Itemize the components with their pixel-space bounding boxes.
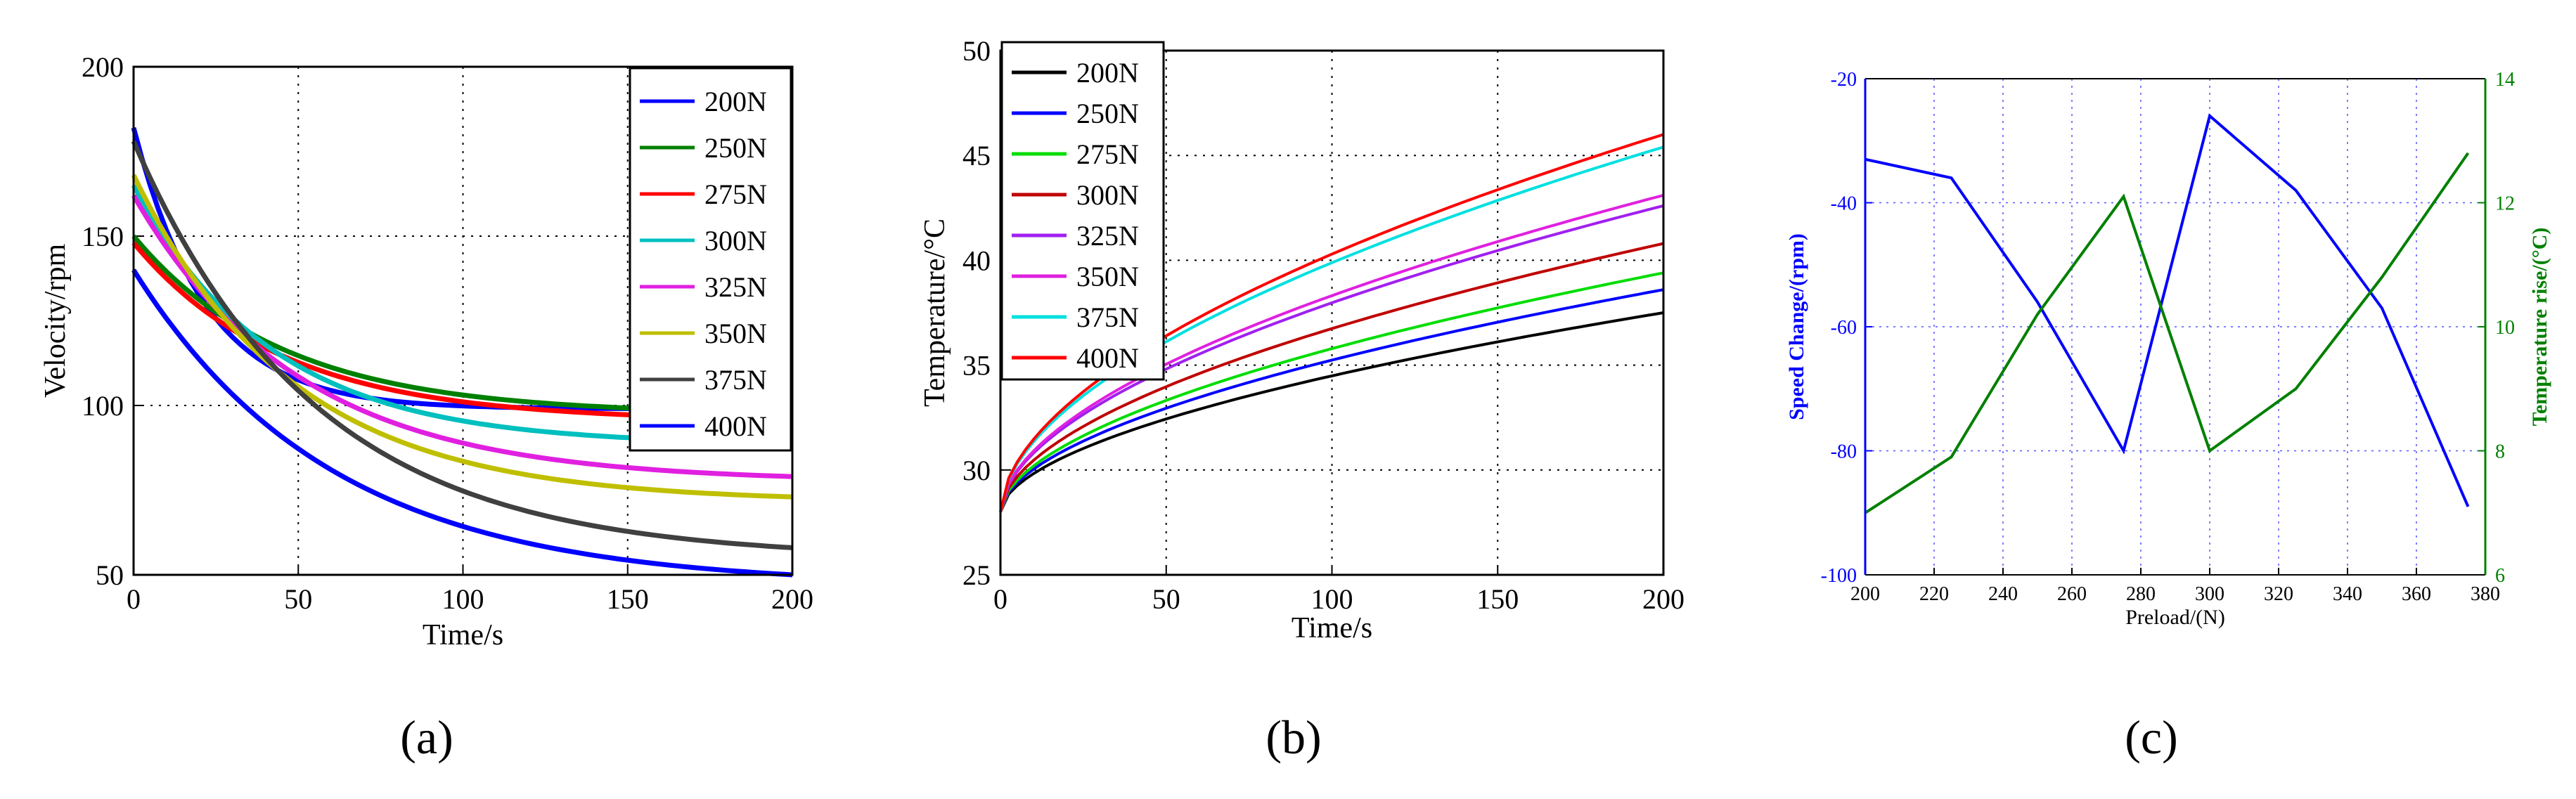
y-tick-label: 50 [962, 35, 991, 67]
y-tick-label-left: -100 [1821, 565, 1857, 587]
y-tick-label-left: -80 [1831, 441, 1857, 463]
legend-label: 300N [1076, 179, 1139, 211]
plot-frame [999, 49, 1665, 576]
y-axis-label-left: Speed Change/(rpm) [1785, 233, 1808, 420]
series-line-350N [131, 174, 793, 500]
x-tick-label: 0 [127, 583, 141, 615]
series-line-350N [999, 193, 1664, 513]
legend-label: 200N [704, 86, 767, 117]
legend-label: 300N [704, 225, 767, 256]
y-tick-label: 100 [82, 390, 124, 422]
series-line-275N [999, 271, 1664, 513]
x-axis-label: Preload/(N) [2125, 606, 2225, 629]
y-axis-label: Temperature/°C [919, 219, 951, 407]
y-axis-label: Velocity/rpm [39, 244, 72, 398]
series-line-200N [999, 311, 1664, 513]
x-tick-label: 280 [2126, 583, 2156, 605]
x-tick-label: 300 [2195, 583, 2224, 605]
series-line-375N [131, 140, 793, 550]
y-tick-label: 25 [962, 559, 991, 591]
legend-label: 400N [1076, 342, 1139, 374]
y-tick-label-left: -20 [1831, 69, 1857, 91]
series-line-250N [999, 288, 1664, 513]
y-tick-label: 30 [962, 455, 991, 486]
x-tick-label: 380 [2471, 583, 2500, 605]
y-tick-label: 200 [82, 51, 124, 83]
legend-label: 350N [1076, 261, 1139, 292]
legend-label: 250N [1076, 98, 1139, 129]
x-tick-label: 100 [1311, 583, 1353, 615]
chart-b: 0 50 100 150 200 25 30 35 40 45 50 200N 250N 275N 300N… [919, 35, 1685, 644]
y-tick-label-left: -60 [1831, 317, 1857, 339]
x-tick-label: 100 [442, 583, 484, 615]
y-tick-label-right: 10 [2495, 317, 2515, 339]
plot-frame [132, 65, 794, 576]
series-line-speed-change [1865, 113, 2470, 507]
legend-label: 200N [1076, 57, 1139, 89]
y-tick-label-right: 8 [2495, 441, 2505, 463]
x-tick-label: 150 [607, 583, 649, 615]
y-tick-label-right: 14 [2495, 69, 2515, 91]
y-tick-label: 40 [962, 245, 991, 276]
y-tick-label-right: 12 [2495, 193, 2515, 215]
y-tick-label-right: 6 [2495, 565, 2505, 587]
x-tick-label: 340 [2333, 583, 2362, 605]
x-tick-label: 50 [284, 583, 312, 615]
x-tick-label: 50 [1152, 583, 1180, 615]
legend-label: 325N [1076, 220, 1139, 252]
chart-a: 0 50 100 150 20050100150200200N250N275N300N3… [39, 51, 813, 651]
legend-label: 375N [1076, 301, 1139, 333]
x-tick-label: 220 [1919, 583, 1949, 605]
x-tick-label: 260 [2057, 583, 2087, 605]
y-tick-label: 35 [962, 350, 991, 382]
panel-label-b: (b) [1266, 710, 1321, 764]
legend-label: 275N [704, 178, 767, 210]
x-tick-label: 150 [1476, 583, 1519, 615]
x-tick-label: 240 [1988, 583, 2018, 605]
x-tick-label: 200 [1642, 583, 1685, 615]
legend-label: 275N [1076, 138, 1139, 170]
series-line-325N [999, 204, 1664, 513]
y-tick-label: 45 [962, 140, 991, 171]
x-tick-label: 360 [2402, 583, 2431, 605]
series-line-temperature-rise [1864, 152, 2470, 514]
legend-label: 375N [704, 364, 767, 396]
x-tick-label: 200 [771, 583, 813, 615]
x-tick-label: 0 [993, 583, 1007, 615]
chart-c: 200 220 240 260 280 300 320 340 360 380 -100 -80 -60… [1785, 69, 2551, 629]
y-tick-label: 50 [96, 559, 124, 591]
y-tick-label: 150 [82, 221, 124, 252]
x-tick-label: 320 [2264, 583, 2293, 605]
legend-label: 400N [704, 410, 767, 442]
y-tick-label-left: -40 [1831, 193, 1857, 215]
x-axis-label: Time/s [423, 619, 503, 651]
legend-label: 350N [704, 318, 767, 349]
panel-label-c: (c) [2125, 710, 2177, 764]
y-axis-label-right: Temperature rise/(°C) [2528, 228, 2551, 427]
legend-box [1000, 41, 1165, 381]
legend-label: 250N [704, 132, 767, 164]
x-tick-label: 200 [1850, 583, 1880, 605]
legend-label: 325N [704, 271, 767, 303]
x-axis-label: Time/s [1292, 612, 1372, 644]
series-line-400N [131, 268, 793, 578]
series-line-300N [999, 242, 1664, 513]
legend-box [629, 67, 792, 452]
panel-label-a: (a) [400, 710, 453, 764]
